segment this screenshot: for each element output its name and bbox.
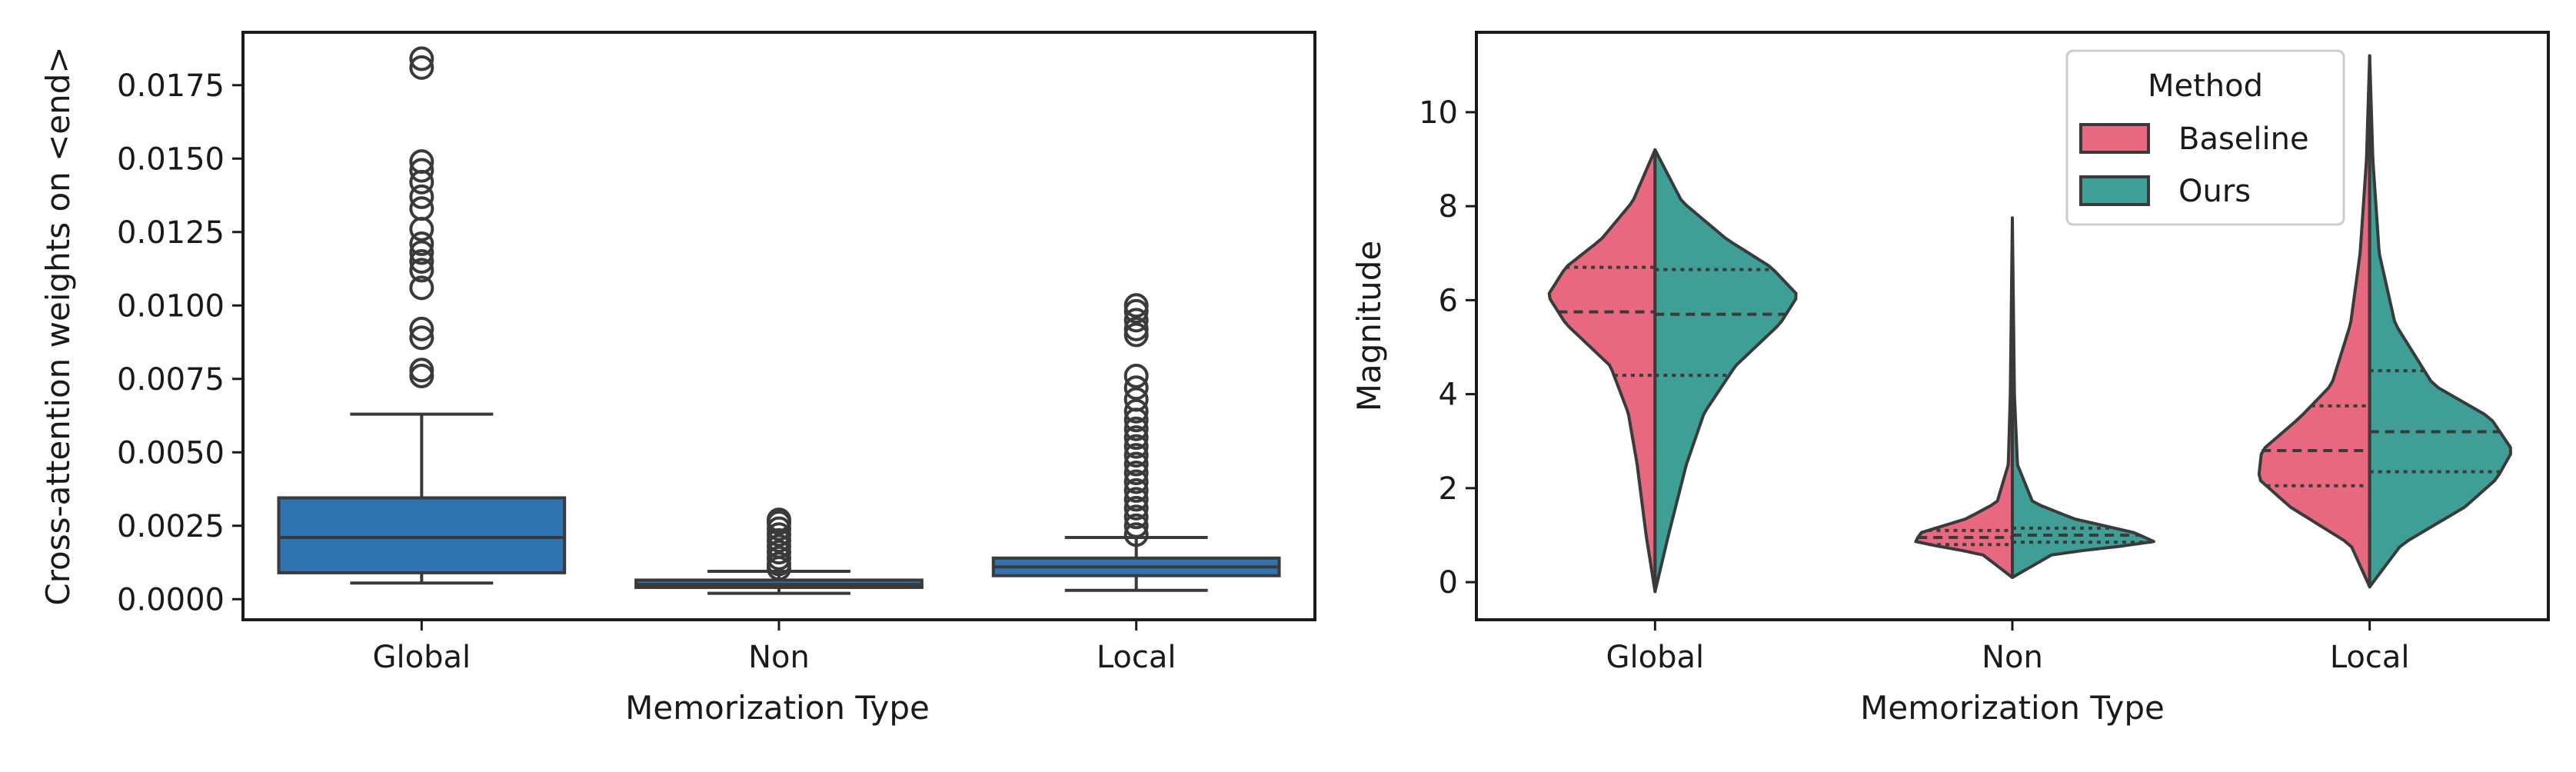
box-outlier: [1123, 495, 1149, 521]
right-y-tick-label: 10: [1419, 95, 1458, 131]
left-y-ticks: 0.0000 0.0025 0.0050 0.0075 0.0100 0.0125 0.01…: [117, 68, 243, 617]
box-outlier: [409, 55, 434, 80]
box-outlier: [409, 316, 434, 341]
left-y-tick-label: 0.0000: [117, 582, 225, 617]
right-x-tick-label: Global: [1606, 640, 1705, 675]
box-outlier: [1123, 469, 1149, 494]
right-y-axis-label: Magnitude: [1350, 241, 1388, 412]
legend-label-ours: Ours: [2178, 174, 2251, 209]
box-outlier: [409, 184, 434, 209]
box-outlier: [1123, 504, 1149, 530]
box-outlier: [409, 258, 434, 283]
right-y-tick-label: 2: [1439, 471, 1458, 507]
violin-half-ours: [2368, 54, 2512, 589]
box-iqr: [277, 496, 567, 574]
box-outlier: [409, 158, 434, 183]
right-y-tick-label: 0: [1439, 565, 1458, 601]
box-outlier: [767, 507, 791, 533]
left-y-tick-label: 0.0100: [117, 288, 225, 324]
box-outlier: [1123, 478, 1149, 503]
legend: Method Baseline Ours: [2065, 49, 2345, 226]
box-outlier: [1123, 416, 1149, 441]
left-y-tick-label: 0.0025: [117, 509, 225, 544]
box-global: [277, 46, 567, 585]
box-non: [634, 507, 924, 595]
right-x-tick-label: Local: [2330, 640, 2410, 675]
box-outlier: [1123, 308, 1149, 333]
left-y-tick-label: 0.0075: [117, 362, 225, 398]
box-outlier: [1123, 293, 1149, 318]
box-outlier: [1123, 398, 1149, 424]
left-x-tick-label: Global: [373, 640, 471, 675]
box-outlier: [1123, 425, 1149, 451]
box-outlier: [1123, 387, 1149, 412]
box-local: [991, 293, 1281, 592]
right-y-ticks: 0 2 4 6 8 10: [1419, 95, 1476, 601]
box-outlier: [409, 325, 434, 351]
box-outlier: [409, 196, 434, 221]
violin-local: [2257, 54, 2512, 589]
left-y-tick-label: 0.0150: [117, 141, 225, 177]
box-outlier: [1123, 451, 1149, 477]
box-outlier: [1123, 513, 1149, 538]
legend-swatch-baseline: [2079, 123, 2150, 154]
right-y-tick-label: 4: [1439, 378, 1458, 413]
right-x-tick-label: Non: [1982, 640, 2043, 675]
violin-panel: 0 2 4 6 8 10 Global Non Local Memorization Type…: [1350, 31, 2550, 727]
box-outlier: [409, 46, 434, 72]
right-y-tick-label: 6: [1439, 283, 1458, 318]
box-outlier: [409, 240, 434, 265]
right-y-tick-label: 8: [1439, 189, 1458, 225]
box-outlier: [1123, 522, 1149, 547]
box-outlier: [1123, 443, 1149, 468]
violin-global: [1547, 148, 1798, 594]
box-outlier: [409, 358, 434, 383]
box-outlier: [1123, 461, 1149, 485]
boxplot-panel: 0.0000 0.0025 0.0050 0.0075 0.0100 0.0125 0.01…: [39, 31, 1316, 727]
box-outlier: [1123, 316, 1149, 341]
legend-swatch-ours: [2079, 175, 2150, 206]
left-x-ticks: Global Non Local: [373, 620, 1177, 675]
box-outlier: [1123, 363, 1149, 388]
box-outlier: [1123, 487, 1149, 512]
boxplot-marks: [277, 46, 1281, 595]
legend-title: Method: [2148, 68, 2263, 104]
left-y-axis-label: Cross-attention weights on <end>: [39, 46, 77, 605]
box-outlier: [409, 149, 434, 175]
right-x-ticks: Global Non Local: [1606, 620, 2410, 675]
legend-label-baseline: Baseline: [2178, 121, 2309, 157]
right-x-axis-label: Memorization Type: [1860, 689, 2165, 727]
left-x-tick-label: Local: [1097, 640, 1177, 675]
violin-half-baseline: [2257, 54, 2371, 589]
violin-marks: [1547, 54, 2512, 594]
left-y-tick-label: 0.0175: [117, 68, 225, 104]
violin-half-ours: [1653, 148, 1798, 594]
left-y-tick-label: 0.0050: [117, 435, 225, 471]
left-y-tick-label: 0.0125: [117, 215, 225, 251]
box-outlier: [1123, 434, 1149, 459]
box-outlier: [409, 248, 434, 274]
violin-non: [1914, 216, 2155, 579]
left-x-axis-label: Memorization Type: [625, 689, 930, 727]
left-x-tick-label: Non: [748, 640, 810, 675]
box-outlier: [1123, 375, 1149, 401]
violin-half-baseline: [1547, 148, 1657, 594]
box-outlier: [409, 231, 434, 257]
box-outlier: [409, 275, 434, 301]
